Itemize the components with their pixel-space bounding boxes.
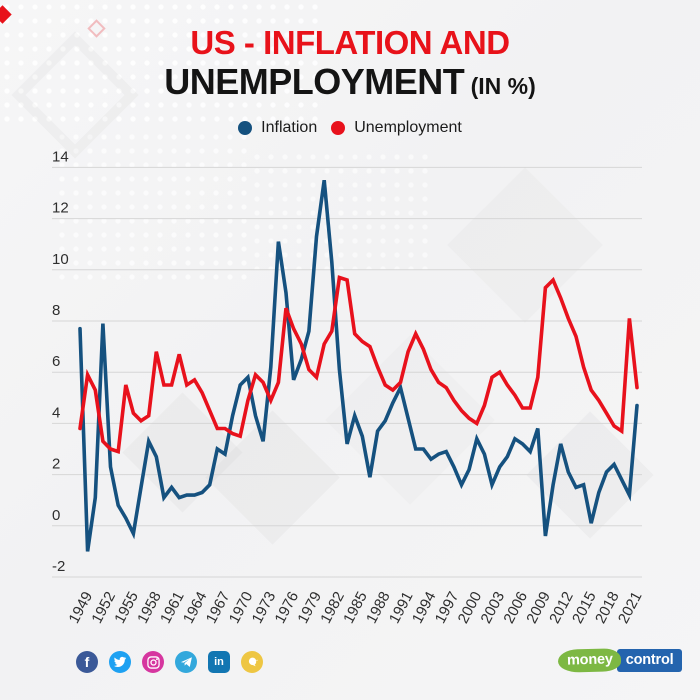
page-title: US - INFLATION AND UNEMPLOYMENT (IN %)	[0, 24, 700, 102]
title-line-1: US - INFLATION AND	[190, 24, 510, 61]
koo-icon[interactable]	[241, 651, 263, 673]
y-axis-tick-label: 10	[52, 251, 69, 268]
unemployment-dot-icon	[331, 121, 346, 135]
x-axis-tick-label: 2021	[615, 589, 646, 626]
logo-money-part: money	[557, 648, 622, 673]
title-line-2: UNEMPLOYMENT (IN %)	[164, 60, 536, 102]
inflation-dot-icon	[238, 121, 253, 135]
y-axis-tick-label: 2	[52, 456, 60, 473]
linkedin-icon[interactable]: in	[208, 651, 230, 673]
y-axis-tick-label: 14	[52, 148, 69, 165]
instagram-icon[interactable]	[142, 651, 164, 673]
telegram-icon[interactable]	[175, 651, 197, 673]
chart-legend: Inflation Unemployment	[0, 119, 700, 137]
social-icons-bar: f in	[76, 651, 263, 673]
y-axis-tick-label: 8	[52, 302, 60, 319]
legend-item-unemployment: Unemployment	[331, 119, 462, 137]
moneycontrol-logo[interactable]: money control	[557, 648, 682, 673]
y-axis-tick-label: 0	[52, 507, 60, 524]
y-axis-tick-label: -2	[52, 558, 65, 575]
y-axis-tick-label: 12	[52, 200, 69, 217]
legend-label: Unemployment	[354, 119, 462, 136]
legend-item-inflation: Inflation	[238, 119, 317, 137]
y-axis-tick-label: 4	[52, 404, 60, 421]
facebook-icon[interactable]: f	[76, 651, 98, 673]
y-axis-tick-label: 6	[52, 353, 60, 370]
inflation-line	[78, 179, 639, 552]
logo-control-part: control	[616, 649, 682, 672]
twitter-icon[interactable]	[109, 651, 131, 673]
unemployment-line	[78, 275, 639, 455]
legend-label: Inflation	[261, 119, 318, 136]
title-unit-suffix: (IN %)	[464, 72, 536, 99]
